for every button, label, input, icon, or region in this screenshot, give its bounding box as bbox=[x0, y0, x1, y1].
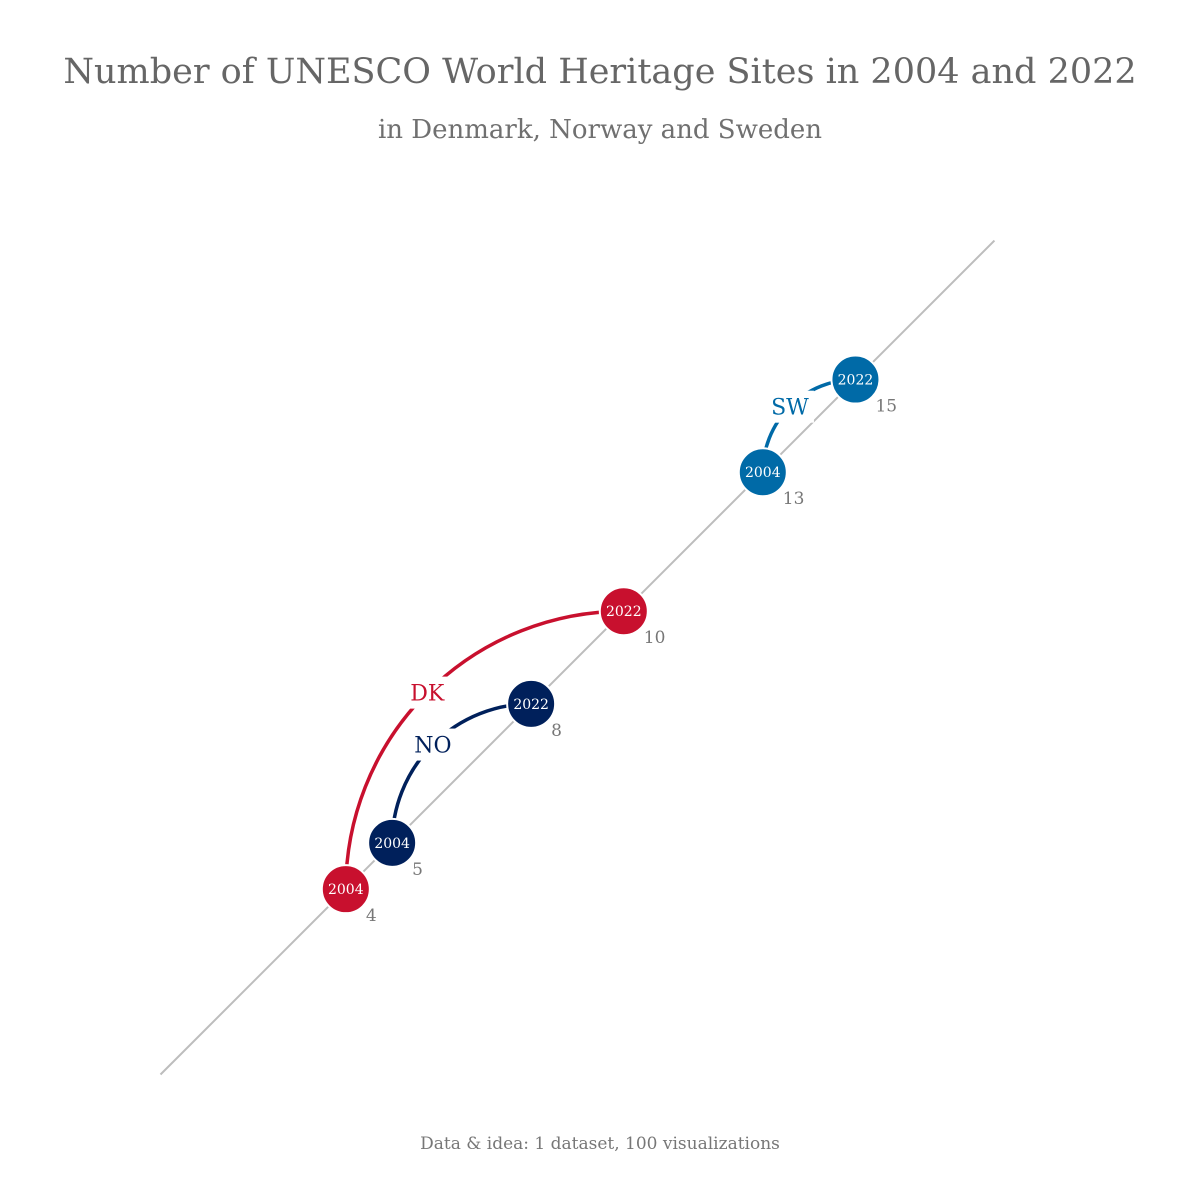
series-label-dk: DK bbox=[410, 682, 445, 707]
label-bg-no bbox=[408, 728, 457, 761]
series-label-no: NO bbox=[414, 734, 451, 759]
point-sw-2004 bbox=[737, 447, 788, 498]
point-dk-2022 bbox=[598, 586, 649, 637]
point-value-sw-2004: 13 bbox=[783, 489, 805, 509]
point-year-dk-2004: 2004 bbox=[328, 882, 364, 898]
point-year-sw-2022: 2022 bbox=[838, 373, 874, 389]
point-value-sw-2022: 15 bbox=[875, 397, 897, 417]
point-value-dk-2022: 10 bbox=[644, 628, 666, 648]
point-year-sw-2004: 2004 bbox=[745, 465, 781, 481]
point-year-no-2022: 2022 bbox=[513, 697, 549, 713]
label-bg-dk bbox=[403, 676, 452, 709]
point-value-no-2004: 5 bbox=[412, 860, 423, 880]
point-year-no-2004: 2004 bbox=[374, 836, 410, 852]
point-year-dk-2022: 2022 bbox=[606, 604, 642, 620]
point-sw-2022 bbox=[830, 354, 881, 405]
chart-subtitle: in Denmark, Norway and Sweden bbox=[377, 115, 823, 145]
source-note: Data & idea: 1 dataset, 100 visualizatio… bbox=[420, 1134, 780, 1154]
label-bg-sw bbox=[765, 390, 814, 423]
point-dk-2004 bbox=[320, 864, 371, 915]
point-no-2004 bbox=[367, 817, 418, 868]
point-value-no-2022: 8 bbox=[551, 721, 562, 741]
series-label-sw: SW bbox=[771, 396, 809, 421]
point-no-2022 bbox=[506, 678, 557, 729]
point-value-dk-2004: 4 bbox=[366, 906, 377, 926]
chart-title: Number of UNESCO World Heritage Sites in… bbox=[63, 52, 1137, 92]
